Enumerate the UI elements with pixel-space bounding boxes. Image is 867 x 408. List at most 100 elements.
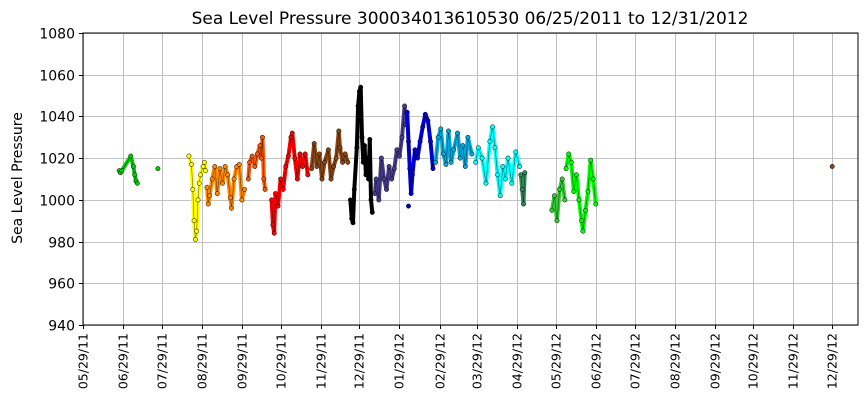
data-point bbox=[367, 136, 373, 142]
data-point bbox=[257, 143, 263, 149]
data-point bbox=[373, 176, 379, 182]
x-tick-label: 04/29/12 bbox=[510, 333, 525, 389]
data-point bbox=[513, 149, 519, 155]
data-point bbox=[552, 193, 557, 199]
data-point bbox=[316, 151, 322, 157]
data-point bbox=[408, 191, 414, 197]
data-point bbox=[443, 161, 449, 167]
data-point bbox=[195, 197, 201, 203]
data-point bbox=[289, 130, 295, 136]
data-point bbox=[214, 191, 220, 197]
data-point bbox=[404, 109, 410, 115]
y-tick-label: 960 bbox=[48, 277, 75, 293]
data-point bbox=[273, 191, 278, 197]
x-tick-label: 08/29/11 bbox=[195, 333, 210, 389]
data-point bbox=[428, 139, 433, 144]
series-9 bbox=[433, 126, 475, 169]
data-point bbox=[399, 134, 405, 140]
data-point bbox=[397, 153, 402, 159]
data-point bbox=[381, 176, 387, 182]
data-point bbox=[231, 176, 237, 182]
data-point bbox=[576, 197, 582, 203]
data-point bbox=[325, 147, 331, 153]
data-point bbox=[455, 130, 461, 136]
data-point bbox=[217, 166, 223, 172]
data-point bbox=[490, 124, 495, 130]
series-trace-edge bbox=[551, 178, 566, 221]
y-tick-label: 1000 bbox=[39, 194, 75, 210]
x-tick-label: 07/29/11 bbox=[155, 333, 170, 389]
data-point bbox=[406, 139, 411, 144]
data-point bbox=[522, 170, 528, 176]
data-point bbox=[128, 153, 134, 159]
x-tick-label: 05/29/11 bbox=[76, 333, 91, 389]
data-point bbox=[203, 168, 209, 174]
data-point bbox=[252, 164, 258, 169]
data-point bbox=[198, 172, 203, 178]
x-tick-label: 06/29/11 bbox=[116, 333, 131, 389]
data-point bbox=[186, 153, 192, 159]
data-point bbox=[407, 166, 413, 172]
data-point bbox=[483, 180, 489, 186]
data-point bbox=[583, 207, 588, 213]
data-point bbox=[258, 155, 264, 161]
series-11 bbox=[518, 170, 528, 207]
data-point bbox=[409, 172, 415, 178]
data-point bbox=[559, 176, 565, 182]
data-point bbox=[517, 164, 523, 169]
data-point bbox=[314, 164, 320, 169]
data-point bbox=[134, 180, 140, 186]
data-point bbox=[336, 128, 342, 134]
data-point bbox=[465, 134, 471, 140]
data-point bbox=[236, 161, 242, 167]
data-point bbox=[309, 166, 315, 172]
data-point bbox=[155, 166, 161, 172]
data-point bbox=[356, 88, 362, 94]
data-points bbox=[116, 84, 835, 242]
data-point bbox=[200, 164, 206, 169]
data-point bbox=[358, 84, 364, 90]
data-point bbox=[415, 155, 420, 161]
data-point bbox=[360, 159, 366, 165]
data-point bbox=[566, 151, 572, 157]
data-point bbox=[568, 159, 574, 165]
data-point bbox=[372, 191, 378, 197]
data-point bbox=[495, 172, 501, 178]
series-1 bbox=[186, 153, 209, 242]
series-13 bbox=[563, 151, 599, 234]
data-point bbox=[275, 203, 281, 209]
series-0 bbox=[116, 153, 161, 186]
y-tick-label: 1020 bbox=[39, 152, 75, 168]
series-3 bbox=[245, 134, 268, 192]
data-point bbox=[422, 111, 428, 117]
series-trace-edge bbox=[374, 105, 407, 200]
data-point bbox=[384, 186, 389, 192]
data-point bbox=[487, 139, 493, 144]
data-point bbox=[389, 176, 395, 182]
x-tick-label: 12/29/12 bbox=[825, 333, 840, 389]
data-point bbox=[435, 134, 441, 140]
data-point bbox=[829, 164, 835, 169]
data-point bbox=[363, 172, 369, 178]
data-point bbox=[563, 166, 569, 172]
series-6 bbox=[347, 84, 375, 226]
data-point bbox=[590, 176, 596, 182]
data-point bbox=[239, 197, 245, 203]
data-point bbox=[391, 166, 397, 172]
data-point bbox=[245, 176, 251, 182]
x-tick-label: 09/29/11 bbox=[235, 333, 250, 389]
data-point bbox=[294, 176, 300, 182]
data-point bbox=[521, 201, 526, 207]
y-axis-label: Sea Level Pressure bbox=[10, 112, 26, 244]
x-tick-label: 10/29/12 bbox=[746, 333, 761, 389]
data-point bbox=[204, 184, 210, 190]
data-point bbox=[229, 205, 234, 211]
data-point bbox=[242, 186, 247, 192]
data-point bbox=[500, 164, 506, 169]
data-point bbox=[571, 189, 577, 194]
data-point bbox=[337, 145, 343, 151]
data-point bbox=[205, 201, 211, 207]
data-point bbox=[350, 220, 356, 226]
data-point bbox=[438, 126, 444, 132]
